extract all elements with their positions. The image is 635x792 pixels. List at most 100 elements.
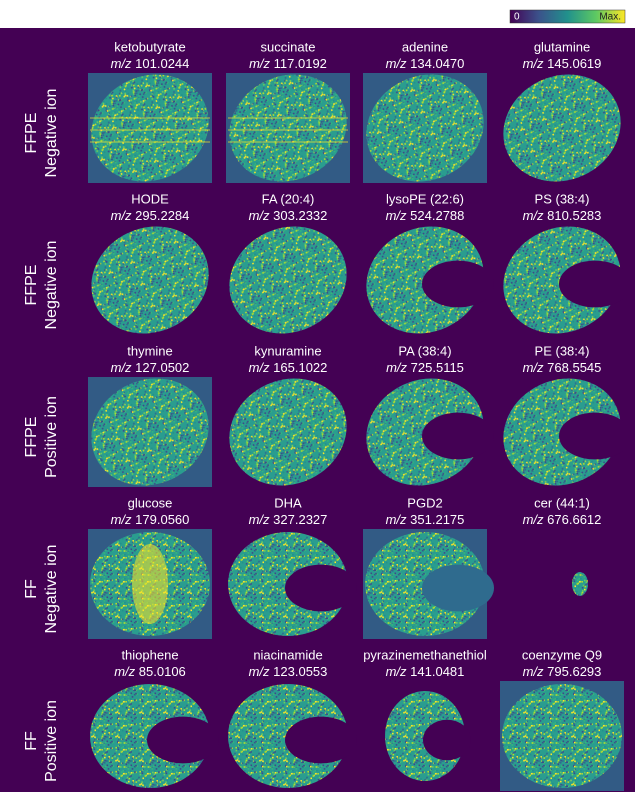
mz-value: 676.6612 bbox=[547, 512, 601, 527]
mz-value: 524.2788 bbox=[410, 208, 464, 223]
panel-name: PGD2 bbox=[407, 495, 442, 510]
panel-name: lysoPE (22:6) bbox=[386, 191, 464, 206]
tissue-void bbox=[147, 717, 219, 764]
tissue-void bbox=[285, 717, 357, 764]
ms-image bbox=[572, 572, 588, 596]
panel-mz: m/z 85.0106 bbox=[114, 664, 186, 679]
panel-mz: m/z 303.2332 bbox=[249, 208, 328, 223]
panel-mz: m/z 145.0619 bbox=[523, 56, 602, 71]
mz-label: m/z bbox=[523, 664, 544, 679]
panel-mz: m/z 810.5283 bbox=[523, 208, 602, 223]
hotspot bbox=[132, 544, 168, 624]
mz-value: 327.2327 bbox=[273, 512, 327, 527]
panel-name: DHA bbox=[274, 495, 302, 510]
panel-mz: m/z 117.0192 bbox=[249, 56, 327, 71]
colorbar-max: Max. bbox=[599, 12, 621, 23]
mz-value: 768.5545 bbox=[547, 360, 601, 375]
mz-label: m/z bbox=[111, 208, 132, 223]
panel-mz: m/z 795.6293 bbox=[523, 664, 602, 679]
mz-label: m/z bbox=[523, 208, 544, 223]
panel-name: thymine bbox=[127, 343, 173, 358]
panel-name: HODE bbox=[131, 191, 169, 206]
mz-label: m/z bbox=[386, 360, 407, 375]
panel-mz: m/z 725.5115 bbox=[386, 360, 464, 375]
mz-label: m/z bbox=[523, 56, 544, 71]
mz-label: m/z bbox=[249, 56, 270, 71]
panel-name: pyrazinemethanethiol bbox=[363, 647, 487, 662]
row-label: Negative ion bbox=[43, 89, 60, 178]
mz-value: 165.1022 bbox=[273, 360, 327, 375]
ms-image bbox=[74, 56, 227, 201]
panel-name: thiophene bbox=[121, 647, 178, 662]
mz-label: m/z bbox=[386, 664, 407, 679]
panel-mz: m/z 179.0560 bbox=[111, 512, 190, 527]
row-label: FF bbox=[23, 731, 40, 751]
mz-label: m/z bbox=[111, 360, 132, 375]
colorbar-min: 0 bbox=[514, 12, 520, 23]
panel-mz: m/z 676.6612 bbox=[523, 512, 602, 527]
mz-value: 123.0553 bbox=[273, 664, 327, 679]
panel-name: glutamine bbox=[534, 39, 590, 54]
panel-name: glucose bbox=[128, 495, 173, 510]
mz-value: 101.0244 bbox=[135, 56, 189, 71]
panel-name: coenzyme Q9 bbox=[522, 647, 602, 662]
mz-label: m/z bbox=[111, 56, 132, 71]
tissue-void bbox=[559, 413, 631, 460]
ms-image bbox=[363, 529, 494, 639]
mz-label: m/z bbox=[111, 512, 132, 527]
mz-label: m/z bbox=[386, 56, 407, 71]
panel-name: cer (44:1) bbox=[534, 495, 590, 510]
row-label: Negative ion bbox=[43, 241, 60, 330]
panel-mz: m/z 295.2284 bbox=[111, 208, 190, 223]
panel-name: kynuramine bbox=[254, 343, 321, 358]
mz-value: 351.2175 bbox=[410, 512, 464, 527]
mz-label: m/z bbox=[249, 360, 270, 375]
mz-label: m/z bbox=[249, 512, 270, 527]
ms-image bbox=[88, 529, 212, 639]
mz-value: 295.2284 bbox=[135, 208, 189, 223]
panel-mz: m/z 101.0244 bbox=[111, 56, 190, 71]
panel-name: niacinamide bbox=[253, 647, 322, 662]
row-label: FFPE bbox=[23, 417, 40, 458]
mz-value: 725.5115 bbox=[411, 360, 464, 375]
mz-value: 127.0502 bbox=[135, 360, 189, 375]
row-label: Positive ion bbox=[43, 700, 60, 782]
mz-label: m/z bbox=[249, 664, 270, 679]
tissue bbox=[572, 572, 588, 596]
mz-label: m/z bbox=[386, 512, 407, 527]
panel-mz: m/z 141.0481 bbox=[386, 664, 465, 679]
row-label: FFPE bbox=[23, 113, 40, 154]
panel-name: succinate bbox=[261, 39, 316, 54]
row-label: Positive ion bbox=[43, 396, 60, 478]
panel-mz: m/z 127.0502 bbox=[111, 360, 190, 375]
mz-value: 134.0470 bbox=[410, 56, 464, 71]
mz-label: m/z bbox=[523, 360, 544, 375]
panel-mz: m/z 768.5545 bbox=[523, 360, 602, 375]
mz-value: 795.6293 bbox=[547, 664, 601, 679]
mz-value: 85.0106 bbox=[139, 664, 186, 679]
panel-name: FA (20:4) bbox=[262, 191, 315, 206]
panel-mz: m/z 165.1022 bbox=[249, 360, 328, 375]
tissue-void bbox=[422, 565, 494, 612]
mz-value: 179.0560 bbox=[135, 512, 189, 527]
mz-label: m/z bbox=[386, 208, 407, 223]
ms-image bbox=[74, 360, 227, 505]
figure: 0 Max. FFPENegative ionketobutyratem/z 1… bbox=[0, 0, 635, 792]
panel-name: PE (38:4) bbox=[535, 343, 590, 358]
panel-mz: m/z 524.2788 bbox=[386, 208, 465, 223]
mz-value: 141.0481 bbox=[410, 664, 464, 679]
panel-name: adenine bbox=[402, 39, 448, 54]
mz-label: m/z bbox=[114, 664, 135, 679]
row-label: FFPE bbox=[23, 265, 40, 306]
panel-name: ketobutyrate bbox=[114, 39, 186, 54]
tissue-void bbox=[285, 565, 357, 612]
tissue-void bbox=[422, 261, 494, 308]
mz-label: m/z bbox=[249, 208, 270, 223]
row-label: FF bbox=[23, 579, 40, 599]
panel-mz: m/z 134.0470 bbox=[386, 56, 465, 71]
mz-value: 303.2332 bbox=[273, 208, 327, 223]
panel-name: PA (38:4) bbox=[398, 343, 451, 358]
row-label: Negative ion bbox=[43, 545, 60, 634]
mz-label: m/z bbox=[523, 512, 544, 527]
panel-name: PS (38:4) bbox=[535, 191, 590, 206]
